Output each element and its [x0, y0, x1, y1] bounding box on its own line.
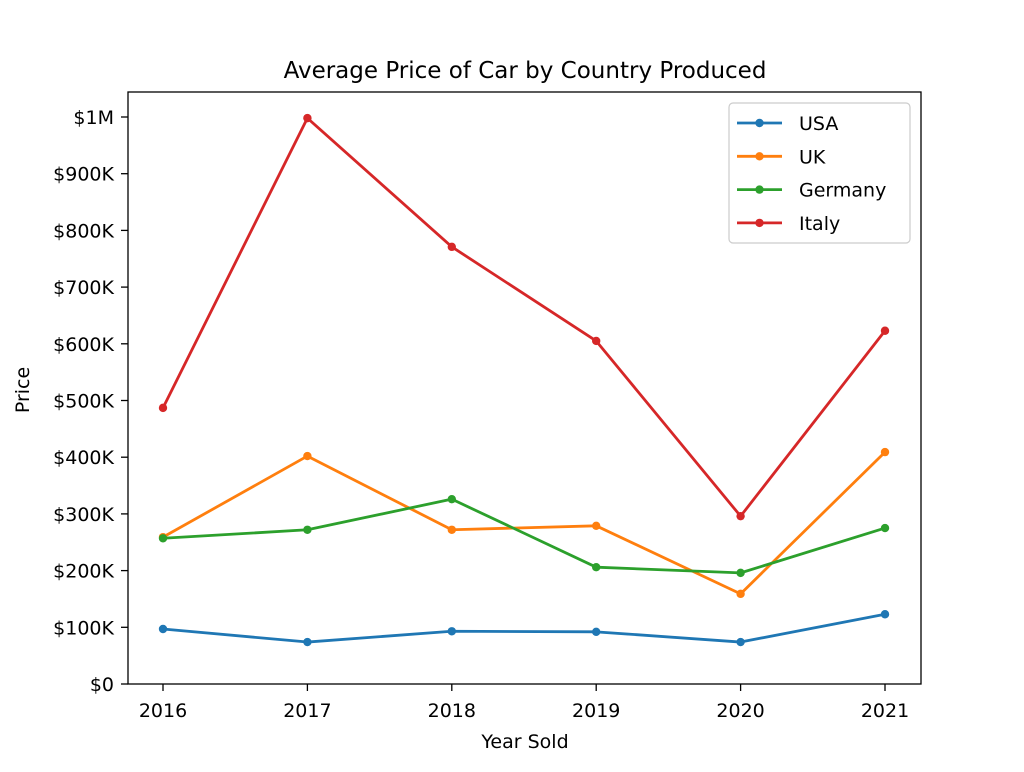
legend-item-uk: UK: [737, 146, 826, 168]
data-point-germany: [447, 494, 456, 504]
data-point-germany: [736, 568, 745, 578]
y-tick-label: $900K: [53, 164, 114, 186]
plot-area: [158, 113, 890, 647]
data-point-germany: [880, 523, 890, 533]
y-tick-label: $500K: [53, 391, 114, 413]
series-line-uk: [162, 451, 886, 596]
series-line-usa: [162, 612, 886, 644]
legend-item-germany: Germany: [737, 180, 886, 202]
x-tick-label: 2021: [861, 700, 909, 722]
data-point-italy: [880, 326, 890, 335]
series-italy: [158, 113, 890, 521]
y-tick-label: $400K: [53, 447, 114, 469]
data-point-usa: [880, 610, 890, 619]
series-germany: [158, 494, 890, 578]
data-point-usa: [592, 627, 601, 637]
y-tick-label: $1M: [73, 107, 114, 129]
data-point-italy: [736, 511, 745, 521]
data-point-italy: [447, 242, 456, 252]
legend-marker-uk: [755, 152, 764, 161]
chart-title: Average Price of Car by Country Produced: [284, 58, 767, 84]
x-axis: 2016 2017 2018 2019 2020 2021: [139, 684, 909, 722]
data-point-usa: [736, 637, 745, 647]
data-point-germany: [592, 562, 601, 572]
legend-marker-usa: [755, 118, 764, 128]
y-tick-label: $600K: [53, 334, 114, 356]
data-point-uk: [447, 525, 456, 534]
data-point-uk: [592, 521, 601, 531]
x-tick-label: 2019: [572, 700, 620, 722]
data-point-uk: [736, 589, 745, 599]
y-tick-label: $800K: [53, 220, 114, 242]
axes-frame: [127, 91, 922, 685]
x-tick-label: 2017: [283, 700, 331, 722]
legend-item-usa: USA: [737, 113, 838, 135]
data-point-italy: [303, 113, 312, 123]
series-line-germany: [162, 497, 886, 575]
data-point-germany: [303, 525, 312, 534]
x-axis-label: Year Sold: [480, 731, 568, 753]
legend-item-italy: Italy: [737, 213, 840, 235]
y-axis-label: Price: [12, 367, 34, 413]
legend-label: Italy: [799, 213, 840, 235]
data-point-uk: [303, 451, 312, 461]
legend-label: USA: [799, 113, 838, 135]
y-tick-label: $700K: [53, 277, 114, 299]
series-line-italy: [161, 116, 887, 518]
data-point-uk: [880, 447, 890, 457]
y-axis: $0 $100K $200K $300K $400K $500K $600K $700K $80…: [53, 107, 128, 696]
data-point-usa: [447, 627, 456, 636]
data-point-usa: [303, 637, 312, 647]
legend-box: [728, 102, 911, 244]
y-tick-label: $200K: [53, 561, 114, 583]
data-point-italy: [158, 403, 168, 413]
legend-marker-italy: [755, 218, 764, 228]
series-usa: [158, 610, 890, 647]
y-tick-label: $100K: [53, 617, 114, 639]
legend-marker-germany: [755, 185, 764, 194]
data-point-usa: [158, 624, 168, 634]
x-tick-label: 2020: [716, 700, 764, 722]
y-tick-label: $300K: [53, 504, 114, 526]
legend: USA UK Germany Italy: [728, 102, 911, 244]
legend-label: Germany: [799, 180, 886, 202]
x-tick-label: 2018: [428, 700, 476, 722]
data-point-germany: [158, 534, 168, 543]
legend-label: UK: [799, 146, 826, 168]
data-point-italy: [592, 336, 601, 346]
y-tick-label: $0: [90, 674, 114, 696]
x-tick-label: 2016: [139, 700, 187, 722]
